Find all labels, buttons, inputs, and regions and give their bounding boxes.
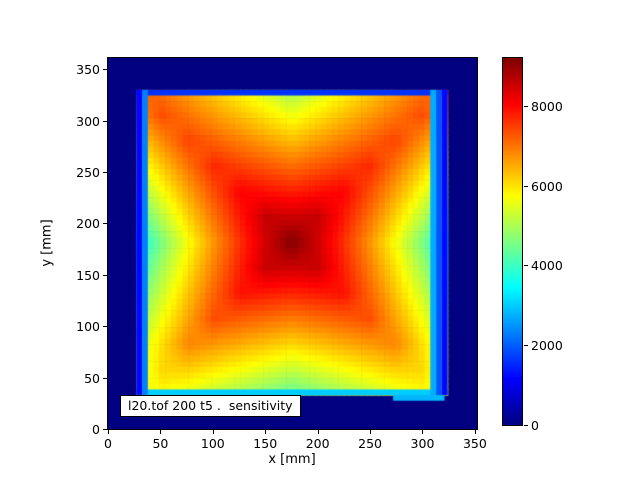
colorbar-tick-mark xyxy=(524,265,528,267)
x-tick-label: 0 xyxy=(104,436,112,451)
x-tick-label: 200 xyxy=(305,436,330,451)
x-tick-label: 50 xyxy=(152,436,169,451)
x-axis-label: x [mm] xyxy=(268,452,316,467)
annotation-box: l20.tof 200 t5 . sensitivity xyxy=(120,395,301,417)
y-tick-mark xyxy=(103,69,107,71)
colorbar-tick-mark xyxy=(524,425,528,426)
x-tick-mark xyxy=(160,430,162,434)
y-tick-label: 300 xyxy=(76,113,100,129)
colorbar xyxy=(502,57,523,426)
y-tick-mark xyxy=(103,326,107,328)
x-tick-label: 150 xyxy=(253,436,278,451)
y-tick-mark xyxy=(103,274,107,276)
x-tick-mark xyxy=(422,430,424,434)
y-tick-mark xyxy=(103,120,107,122)
x-tick-label: 300 xyxy=(410,436,435,451)
y-tick-label: 200 xyxy=(76,216,100,232)
colorbar-tick-label: 8000 xyxy=(531,98,563,114)
heatmap-image xyxy=(108,58,477,429)
x-tick-label: 350 xyxy=(462,436,487,451)
y-tick-label: 0 xyxy=(92,422,100,437)
y-tick-label: 250 xyxy=(76,165,100,181)
x-tick-mark xyxy=(317,430,319,434)
colorbar-tick-label: 6000 xyxy=(531,178,563,194)
colorbar-tick-mark xyxy=(524,185,528,187)
x-tick-label: 100 xyxy=(200,436,225,451)
x-tick-mark xyxy=(265,430,267,434)
colorbar-tick-mark xyxy=(524,345,528,347)
y-tick-mark xyxy=(103,429,107,430)
x-tick-mark xyxy=(212,430,214,434)
x-tick-mark xyxy=(474,430,476,434)
colorbar-tick-label: 0 xyxy=(531,418,539,433)
colorbar-tick-mark xyxy=(524,105,528,107)
colorbar-tick-label: 4000 xyxy=(531,258,563,274)
y-tick-mark xyxy=(103,172,107,174)
y-tick-label: 50 xyxy=(84,370,100,386)
x-tick-mark xyxy=(370,430,372,434)
x-tick-label: 250 xyxy=(358,436,382,451)
y-tick-label: 100 xyxy=(76,319,100,335)
colorbar-tick-label: 2000 xyxy=(531,338,563,354)
y-tick-mark xyxy=(103,377,107,379)
y-tick-label: 150 xyxy=(76,267,100,283)
plot-area xyxy=(107,57,478,430)
x-tick-mark xyxy=(108,430,109,434)
y-tick-mark xyxy=(103,223,107,225)
colorbar-gradient xyxy=(503,58,522,425)
y-tick-label: 350 xyxy=(76,62,100,78)
